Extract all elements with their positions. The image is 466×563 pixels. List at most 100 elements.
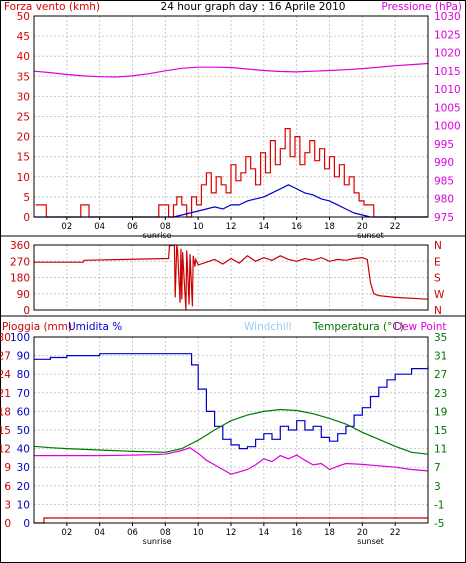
sunset-label: sunset: [357, 231, 384, 240]
x-tick-label: 06: [127, 528, 138, 538]
direction-y-tick-label: 90: [17, 289, 30, 301]
x-tick-label: 02: [61, 528, 72, 538]
wind-y-tick-label: 45: [17, 31, 30, 43]
pressure-y-tick-label: 990: [434, 157, 454, 169]
wind-speed-axis-label: Forza vento (kmh): [4, 1, 100, 13]
x-tick-label: 04: [94, 528, 105, 538]
x-tick-label: 04: [94, 222, 105, 232]
temperature-y-tick-label: 3: [434, 481, 441, 493]
wind-y-tick-label: 50: [17, 11, 30, 23]
x-tick-label: 16: [291, 528, 302, 538]
wind-y-tick-label: 30: [17, 91, 30, 103]
rain-y-tick-label: 0: [4, 518, 11, 530]
rain-y-tick-label: 12: [0, 444, 11, 456]
x-tick-label: 08: [160, 222, 171, 232]
humidity-y-tick-label: 70: [17, 388, 30, 400]
wind-gust-line: [35, 128, 428, 218]
windchill-legend: Windchill: [244, 321, 292, 333]
rain-y-tick-label: 30: [0, 332, 11, 344]
humidity-line: [34, 353, 429, 450]
direction-y-tick-label: 180: [10, 273, 30, 285]
rain-y-tick-label: 27: [0, 351, 11, 363]
rain-y-tick-label: 21: [0, 388, 11, 400]
temperature-line: [33, 408, 429, 455]
x-tick-label: 14: [258, 528, 269, 538]
temperature-y-tick-label: -5: [434, 518, 444, 530]
wind-y-tick-label: 0: [23, 212, 30, 224]
x-tick-label: 06: [127, 222, 138, 232]
x-tick-label: 14: [258, 222, 269, 232]
wind-y-tick-label: 5: [23, 192, 30, 204]
pressure-y-tick-label: 995: [434, 139, 454, 151]
direction-y-tick-label: 270: [10, 256, 30, 268]
x-tick-label: 08: [160, 528, 171, 538]
x-tick-label: 20: [357, 222, 368, 232]
rain-y-tick-label: 3: [4, 499, 11, 511]
series-layer: [33, 62, 429, 524]
x-tick-label: 18: [324, 222, 335, 232]
wind-y-tick-label: 20: [17, 132, 30, 144]
temperature-y-tick-label: -1: [434, 499, 444, 511]
rain-y-tick-label: 6: [4, 481, 11, 493]
rain-axis-label: Pioggia (mm): [2, 321, 72, 333]
temperature-y-tick-label: 31: [434, 351, 447, 363]
humidity-y-tick-label: 20: [17, 481, 30, 493]
wind-speed-line: [34, 184, 428, 218]
humidity-y-tick-label: 100: [10, 332, 30, 344]
wind-y-tick-label: 40: [17, 51, 30, 63]
humidity-y-tick-label: 10: [17, 499, 30, 511]
pressure-y-tick-label: 1015: [434, 66, 461, 78]
x-tick-label: 20: [357, 528, 368, 538]
direction-y-tick-label: 360: [10, 240, 30, 252]
ticks-layer: 0510152025303540455097598098599099510001…: [0, 11, 461, 546]
chart-title: 24 hour graph day : 16 Aprile 2010: [161, 1, 346, 13]
wind-y-tick-label: 25: [17, 112, 30, 124]
pressure-y-tick-label: 1020: [434, 48, 461, 60]
x-tick-label: 12: [226, 528, 237, 538]
humidity-y-tick-label: 80: [17, 369, 30, 381]
temperature-legend: Temperatura (°C): [312, 321, 404, 333]
temperature-y-tick-label: 27: [434, 369, 447, 381]
rain-y-tick-label: 15: [0, 425, 11, 437]
direction-y-tick-label: 0: [23, 305, 30, 317]
dew-point-line: [34, 447, 429, 475]
x-tick-label: 10: [193, 528, 204, 538]
humidity-y-tick-label: 40: [17, 444, 30, 456]
wind-y-tick-label: 35: [17, 71, 30, 83]
pressure-y-tick-label: 975: [434, 212, 454, 224]
wind-y-tick-label: 10: [17, 172, 30, 184]
sunset-label: sunset: [357, 537, 384, 546]
pressure-y-tick-label: 1025: [434, 29, 461, 41]
rain-y-tick-label: 9: [4, 462, 11, 474]
temperature-y-tick-label: 11: [434, 444, 447, 456]
humidity-axis-label: Umidita %: [68, 321, 122, 333]
compass-tick-label: N: [434, 240, 442, 252]
x-tick-label: 10: [193, 222, 204, 232]
pressure-line: [33, 62, 429, 78]
humidity-y-tick-label: 30: [17, 462, 30, 474]
pressure-y-tick-label: 1010: [434, 84, 461, 96]
dew-point-legend: Dew Point: [394, 321, 447, 333]
temperature-y-tick-label: 7: [434, 462, 441, 474]
wind-y-tick-label: 15: [17, 152, 30, 164]
x-tick-label: 12: [226, 222, 237, 232]
sunrise-label: sunrise: [143, 231, 172, 240]
pressure-y-tick-label: 1030: [434, 11, 461, 23]
temperature-y-tick-label: 23: [434, 388, 447, 400]
x-tick-label: 22: [390, 528, 401, 538]
x-tick-label: 18: [324, 528, 335, 538]
temperature-y-tick-label: 35: [434, 332, 447, 344]
x-tick-label: 22: [390, 222, 401, 232]
humidity-y-tick-label: 90: [17, 351, 30, 363]
rain-y-tick-label: 24: [0, 369, 11, 381]
x-tick-label: 16: [291, 222, 302, 232]
compass-tick-label: W: [434, 289, 445, 301]
pressure-axis-label: Pressione (hPa): [381, 1, 462, 13]
plot-frame: [33, 244, 429, 311]
sunrise-label: sunrise: [143, 537, 172, 546]
grid-layer: [34, 16, 428, 523]
compass-tick-label: E: [434, 256, 441, 268]
pressure-y-tick-label: 985: [434, 175, 454, 187]
